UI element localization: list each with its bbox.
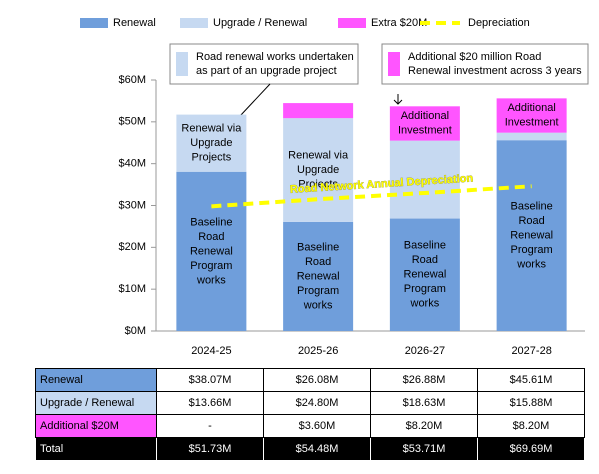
table-cell: $69.69M [477,437,585,461]
y-tick-label: $40M [118,158,146,170]
x-tick-label: 2027-28 [511,345,551,357]
bar-segment [283,103,354,119]
chart: $0M $10M $20M $30M $40M $50M $60M 2024-25 2025-2… [80,17,589,357]
x-tick-label: 2026-27 [405,345,445,357]
table-cell: Renewal [35,368,157,392]
segment-label: Renewal [510,230,553,242]
segment-label: Road [518,215,544,227]
legend-swatch [180,18,208,28]
bar-segment [496,140,567,331]
table-cell: $51.73M [156,437,264,461]
table-cell: Upgrade / Renewal [35,391,157,415]
legend-label: Renewal [113,17,156,29]
segment-label: Projects [192,152,232,164]
table-row: Total $51.73M $54.48M $53.71M $69.69M [35,437,585,461]
y-tick-label: $20M [118,241,146,253]
x-tick-label: 2025-26 [298,345,338,357]
segment-label: Upgrade [190,137,232,149]
bar-segment [176,171,247,331]
annotation-text: Renewal investment across 3 years [408,65,582,77]
annotation-swatch [388,52,400,76]
segment-label: Baseline [297,241,339,253]
segment-label: Program [511,244,553,256]
bar-segment [389,140,460,219]
segment-label: Investment [398,125,452,137]
legend-swatch [80,18,108,28]
table-cell: Total [35,437,157,461]
table-cell: $8.20M [477,414,585,438]
bar-segment [176,114,247,172]
segment-label: works [410,298,440,310]
x-tick-label: 2024-25 [191,345,231,357]
segment-label: Program [297,285,339,297]
table-cell: $53.71M [370,437,478,461]
bar-segment [283,221,354,331]
segment-label: works [303,299,333,311]
table-cell: $24.80M [263,391,371,415]
legend-label: Upgrade / Renewal [213,17,307,29]
annotation-text: Additional $20 million Road [408,51,541,63]
annotation-box [381,43,589,85]
table-row: Additional $20M - $3.60M $8.20M $8.20M [35,414,585,438]
segment-label: Renewal [297,270,340,282]
annotation-text: as part of an upgrade project [196,65,337,77]
bar-segment [389,218,460,331]
segment-label: Additional [507,102,555,114]
segment-label: Renewal [403,269,446,281]
table-cell: Additional $20M [35,414,157,438]
segment-label: Renewal via [288,149,349,161]
segment-label: Upgrade [297,164,339,176]
segment-label: Projects [298,178,338,190]
table-row: Upgrade / Renewal $13.66M $24.80M $18.63M $1… [35,391,585,415]
segment-label: Program [404,283,446,295]
segment-label: Road [412,254,438,266]
segment-label: Baseline [404,240,446,252]
table-cell: $8.20M [370,414,478,438]
table-cell: $15.88M [477,391,585,415]
y-tick-label: $60M [118,74,146,86]
legend-label: Extra $20M [371,17,427,29]
bar-segment [496,132,567,141]
table-cell: $26.88M [370,368,478,392]
leader-line [239,83,271,117]
y-tick-label: $50M [118,116,146,128]
table-cell: $18.63M [370,391,478,415]
y-tick-label: $10M [118,283,146,295]
bar-segment [389,106,460,141]
y-tick-label: $30M [118,199,146,211]
bar-segment [283,118,354,222]
legend-swatch [338,18,366,28]
table-row: Renewal $38.07M $26.08M $26.88M $45.61M [35,368,585,392]
annotation-swatch [176,52,188,76]
segment-label: Road [198,231,224,243]
segment-label: Program [190,260,232,272]
table-cell: $38.07M [156,368,264,392]
segment-label: Renewal via [181,123,242,135]
segment-label: Road [305,256,331,268]
table-cell: $54.48M [263,437,371,461]
data-table: Renewal $38.07M $26.08M $26.88M $45.61M Upgra… [35,368,585,461]
table-cell: $13.66M [156,391,264,415]
segment-label: Baseline [511,201,553,213]
annotation-box [169,43,359,85]
table-cell: $3.60M [263,414,371,438]
depreciation-line [211,184,532,209]
segment-label: Additional [401,110,449,122]
segment-label: works [196,274,226,286]
segment-label: Renewal [190,245,233,257]
bar-segment [496,98,567,133]
table-cell: - [156,414,264,438]
y-tick-label: $0M [125,325,146,337]
annotation-text: Road renewal works undertaken [196,51,354,63]
table-cell: $26.08M [263,368,371,392]
segment-label: Investment [505,117,559,129]
segment-label: Baseline [190,216,232,228]
leader-arrow [393,94,403,105]
legend-label: Depreciation [468,17,530,29]
segment-label: works [516,259,546,271]
table-cell: $45.61M [477,368,585,392]
